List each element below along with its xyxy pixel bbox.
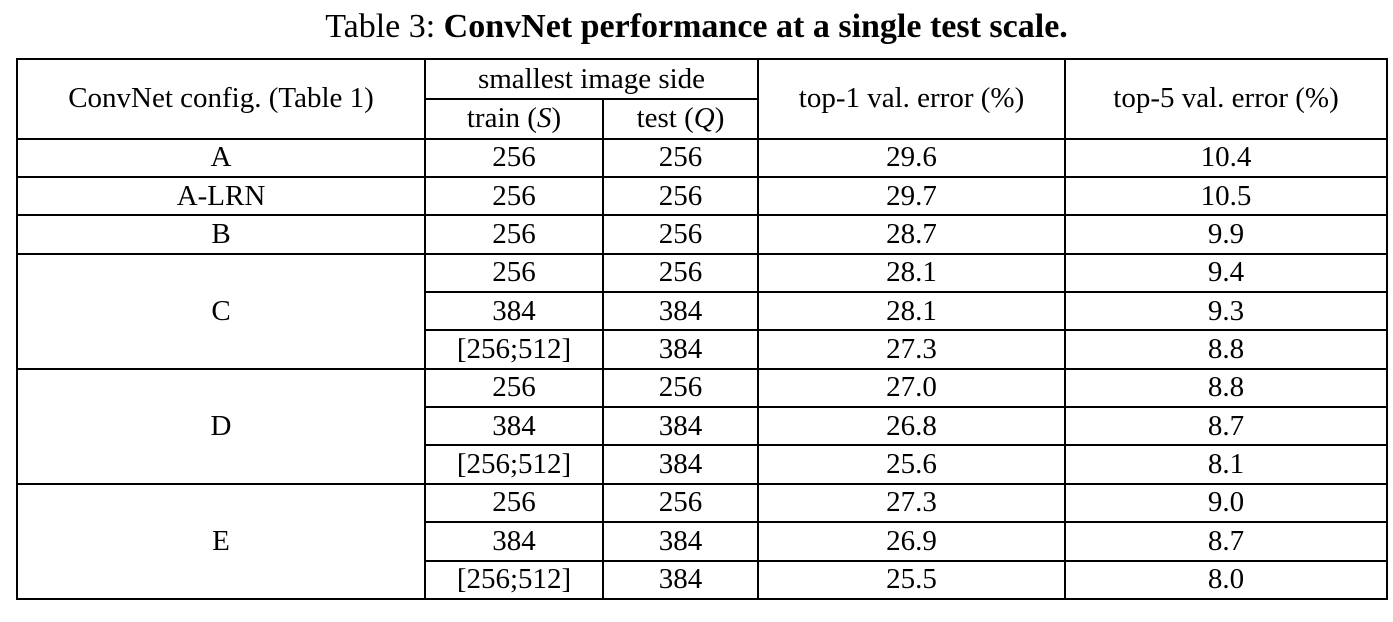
top5-cell: 10.5 (1064, 176, 1388, 217)
top5-cell: 8.7 (1064, 406, 1388, 447)
table-row: A 256 256 29.6 10.4 (16, 137, 1388, 179)
top5-cell: 9.9 (1064, 214, 1388, 255)
caption-prefix: Table 3: (325, 8, 444, 45)
top5-cell: 8.7 (1064, 521, 1388, 562)
test-cell: 256 (602, 252, 759, 294)
top5-cell: 8.8 (1064, 367, 1388, 409)
header-smallest-image-side: smallest image side (424, 57, 759, 101)
config-cell: C (16, 252, 426, 370)
results-table: ConvNet config. (Table 1) smallest image… (16, 57, 1388, 601)
top5-cell: 9.0 (1064, 482, 1388, 524)
train-variable: S (536, 102, 552, 135)
header-train: train (S) (424, 98, 604, 140)
table-row: 384 384 28.1 9.3 (17, 291, 1388, 332)
top1-cell: 27.3 (757, 329, 1066, 370)
header-top1-error: top-1 val. error (%) (757, 58, 1066, 140)
table-row: E 256 256 27.3 9.0 (16, 482, 1388, 601)
top5-cell: 9.4 (1064, 252, 1388, 294)
table-row: 384 384 26.8 8.7 (17, 406, 1388, 447)
top1-cell: 28.7 (757, 214, 1066, 255)
top1-cell: 26.8 (757, 406, 1066, 447)
test-cell: 256 (602, 176, 759, 217)
train-cell: [256;512] (424, 329, 604, 370)
test-cell: 256 (602, 367, 759, 409)
test-cell: 384 (602, 559, 759, 600)
train-cell: 384 (424, 521, 604, 562)
top5-cell: 10.4 (1064, 137, 1388, 179)
table-row: B 256 256 28.7 9.9 (16, 214, 1388, 255)
top1-cell: 29.7 (757, 176, 1066, 217)
train-cell: 256 (424, 176, 604, 217)
config-cell: D (16, 367, 426, 485)
header-test: test (Q) (602, 98, 759, 140)
table-row: 384 384 26.9 8.7 (17, 521, 1388, 562)
header-row-1: ConvNet config. (Table 1) smallest image… (16, 57, 1388, 140)
top1-cell: 27.0 (757, 367, 1066, 409)
header-config: ConvNet config. (Table 1) (16, 58, 426, 140)
test-cell: 256 (602, 482, 759, 524)
train-cell: 256 (424, 367, 604, 409)
test-variable: Q (693, 102, 715, 135)
top1-cell: 25.6 (757, 444, 1066, 485)
train-cell: [256;512] (424, 444, 604, 485)
train-cell: [256;512] (424, 559, 604, 600)
train-cell: 384 (424, 291, 604, 332)
train-cell: 384 (424, 406, 604, 447)
test-cell: 384 (602, 406, 759, 447)
table-row: A-LRN 256 256 29.7 10.5 (16, 176, 1388, 217)
test-cell: 384 (602, 521, 759, 562)
train-cell: 256 (424, 214, 604, 255)
test-cell: 384 (602, 291, 759, 332)
top1-cell: 27.3 (757, 482, 1066, 524)
test-cell: 256 (602, 214, 759, 255)
top1-cell: 29.6 (757, 137, 1066, 179)
table-row: C 256 256 28.1 9.4 (16, 252, 1388, 370)
train-cell: 256 (424, 252, 604, 294)
train-cell: 256 (424, 482, 604, 524)
top1-cell: 28.1 (757, 252, 1066, 294)
config-cell: A-LRN (16, 176, 426, 217)
top5-cell: 9.3 (1064, 291, 1388, 332)
config-cell: A (16, 137, 426, 179)
table-row: [256;512] 384 25.6 8.1 (17, 444, 1388, 485)
config-cell: E (16, 482, 426, 601)
top5-cell: 8.1 (1064, 444, 1388, 485)
train-cell: 256 (424, 137, 604, 179)
config-cell: B (16, 214, 426, 255)
table-row: [256;512] 384 27.3 8.8 (17, 329, 1388, 370)
header-top5-error: top-5 val. error (%) (1064, 58, 1388, 140)
table-row: [256;512] 384 25.5 8.0 (17, 559, 1388, 600)
top5-cell-best: 8.0 (1064, 559, 1388, 600)
test-cell: 384 (602, 329, 759, 370)
top1-cell: 26.9 (757, 521, 1066, 562)
test-cell: 256 (602, 137, 759, 179)
caption-title: ConvNet performance at a single test sca… (443, 8, 1068, 45)
top5-cell: 8.8 (1064, 329, 1388, 370)
test-cell: 384 (602, 444, 759, 485)
top1-cell-best: 25.5 (757, 559, 1066, 600)
table-row: D 256 256 27.0 8.8 (16, 367, 1388, 485)
header-row-2: train (S) test (Q) (17, 98, 1387, 140)
table-caption: Table 3: ConvNet performance at a single… (0, 6, 1393, 49)
top1-cell: 28.1 (757, 291, 1066, 332)
